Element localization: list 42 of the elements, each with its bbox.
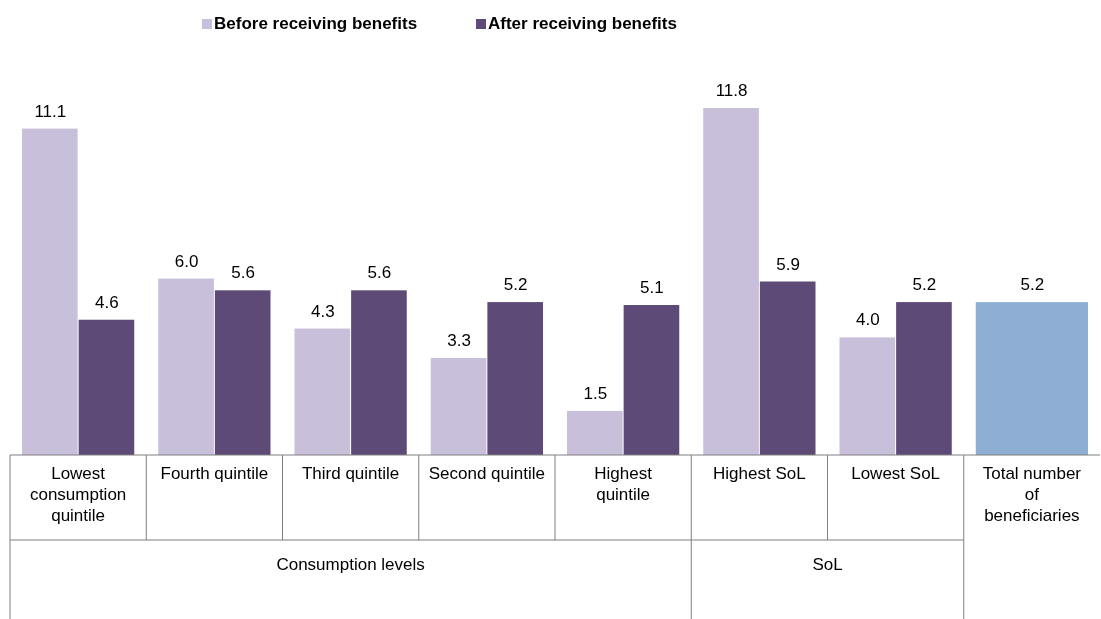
data-label: 5.2 <box>503 275 528 295</box>
bar <box>294 328 351 455</box>
bar <box>487 302 543 455</box>
data-label: 4.0 <box>855 310 880 330</box>
x-tick-label: Lowest SoL <box>851 464 941 483</box>
text: Consumption levels <box>276 555 425 574</box>
data-label: 5.9 <box>776 254 801 274</box>
data-label: 5.2 <box>1020 275 1045 295</box>
x-tick-label: Lowest consumption quintile <box>29 464 127 525</box>
data-label: 4.3 <box>310 301 335 321</box>
data-label: 5.1 <box>640 278 664 298</box>
data-label: 11.8 <box>715 81 748 100</box>
x-tick-label: Highest SoL <box>713 464 806 483</box>
bar <box>22 128 78 455</box>
data-label: 11.1 <box>34 101 67 121</box>
data-label: 5.2 <box>912 275 937 295</box>
bar <box>703 108 759 455</box>
bar <box>759 281 816 455</box>
legend-label: Before receiving benefits <box>214 14 418 33</box>
bar <box>896 302 952 455</box>
bar <box>975 302 1088 455</box>
x-tick-label: Fourth quintile <box>160 464 269 483</box>
bar <box>567 410 623 455</box>
bar <box>78 319 135 455</box>
text: SoL <box>812 555 843 574</box>
bar <box>351 290 407 455</box>
bar <box>430 357 487 455</box>
data-label: 3.3 <box>447 330 471 350</box>
x-tick-label: Third quintile <box>301 464 400 483</box>
legend-label: After receiving benefits <box>488 14 677 33</box>
data-label: 5.6 <box>231 263 256 283</box>
bar <box>623 305 680 455</box>
data-label: 5.6 <box>367 263 392 283</box>
data-label: 1.5 <box>583 383 608 403</box>
x-tick-label: Second quintile <box>428 464 546 483</box>
x-tick-label: Total number of beneficiaries <box>982 464 1082 525</box>
data-label: 4.6 <box>95 292 119 312</box>
data-label: 6.0 <box>174 251 199 271</box>
bar <box>158 278 214 455</box>
bar <box>839 337 896 455</box>
bar <box>214 290 271 455</box>
x-tick-label: Highest quintile <box>594 464 653 504</box>
